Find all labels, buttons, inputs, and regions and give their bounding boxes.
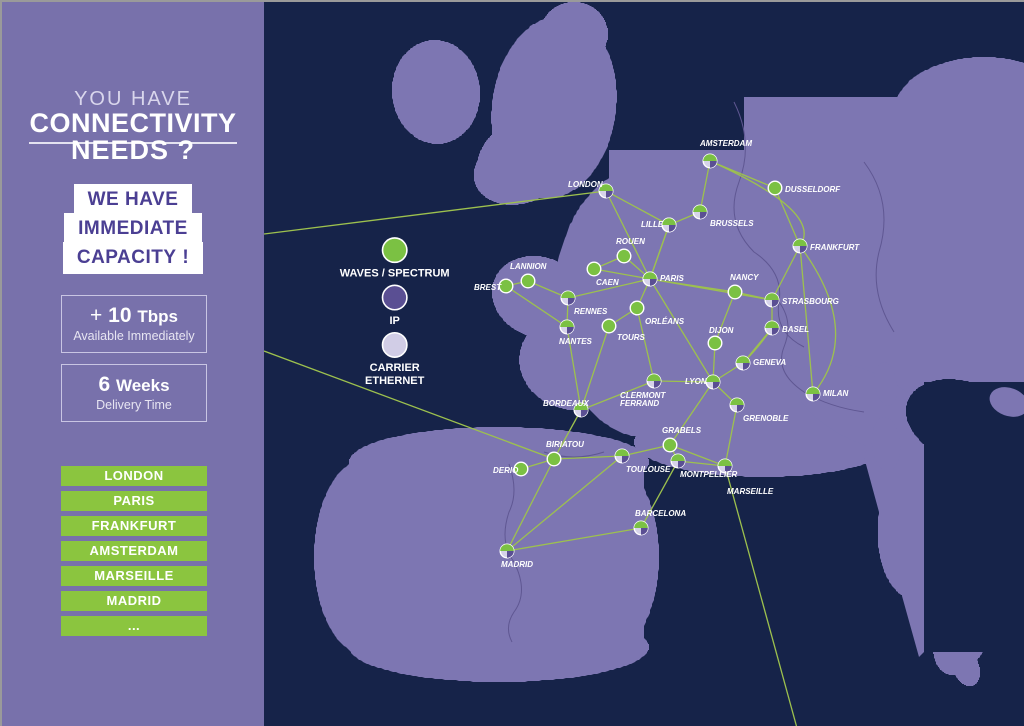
svg-text:ROUEN: ROUEN bbox=[616, 237, 645, 246]
svg-text:DIJON: DIJON bbox=[709, 326, 734, 335]
svg-text:LYON: LYON bbox=[685, 377, 707, 386]
svg-text:CARRIER: CARRIER bbox=[370, 362, 420, 374]
svg-text:FERRAND: FERRAND bbox=[620, 399, 659, 408]
svg-text:BARCELONA: BARCELONA bbox=[635, 509, 686, 518]
svg-text:NANCY: NANCY bbox=[730, 273, 759, 282]
svg-text:ORLÉANS: ORLÉANS bbox=[645, 317, 685, 326]
svg-text:GRENOBLE: GRENOBLE bbox=[743, 414, 789, 423]
svg-text:BASEL: BASEL bbox=[782, 325, 809, 334]
svg-text:AMSTERDAM: AMSTERDAM bbox=[699, 139, 752, 148]
svg-text:GRABELS: GRABELS bbox=[662, 426, 702, 435]
svg-text:RENNES: RENNES bbox=[574, 307, 608, 316]
svg-text:MADRID: MADRID bbox=[501, 560, 533, 569]
svg-text:MONTPELLIER: MONTPELLIER bbox=[680, 470, 738, 479]
svg-text:ETHERNET: ETHERNET bbox=[365, 375, 425, 387]
svg-text:MARSEILLE: MARSEILLE bbox=[727, 487, 774, 496]
svg-text:LILLE: LILLE bbox=[641, 220, 664, 229]
svg-text:LONDON: LONDON bbox=[568, 180, 603, 189]
svg-text:TOULOUSE: TOULOUSE bbox=[626, 465, 671, 474]
svg-text:STRASBOURG: STRASBOURG bbox=[782, 297, 839, 306]
svg-text:TOURS: TOURS bbox=[617, 333, 646, 342]
svg-text:IP: IP bbox=[389, 315, 399, 327]
svg-text:MILAN: MILAN bbox=[823, 389, 849, 398]
svg-text:WAVES / SPECTRUM: WAVES / SPECTRUM bbox=[340, 267, 450, 279]
svg-text:BORDEAUX: BORDEAUX bbox=[543, 399, 589, 408]
svg-text:DERIO: DERIO bbox=[493, 466, 519, 475]
svg-text:DUSSELDORF: DUSSELDORF bbox=[785, 185, 841, 194]
svg-text:PARIS: PARIS bbox=[660, 274, 685, 283]
svg-text:FRANKFURT: FRANKFURT bbox=[810, 243, 860, 252]
svg-text:LANNION: LANNION bbox=[510, 262, 547, 271]
svg-text:NANTES: NANTES bbox=[559, 337, 593, 346]
svg-text:BRUSSELS: BRUSSELS bbox=[710, 219, 754, 228]
svg-text:CAEN: CAEN bbox=[596, 278, 619, 287]
svg-text:BREST: BREST bbox=[474, 283, 502, 292]
svg-text:GENEVA: GENEVA bbox=[753, 358, 786, 367]
svg-text:BIRIATOU: BIRIATOU bbox=[546, 440, 584, 449]
